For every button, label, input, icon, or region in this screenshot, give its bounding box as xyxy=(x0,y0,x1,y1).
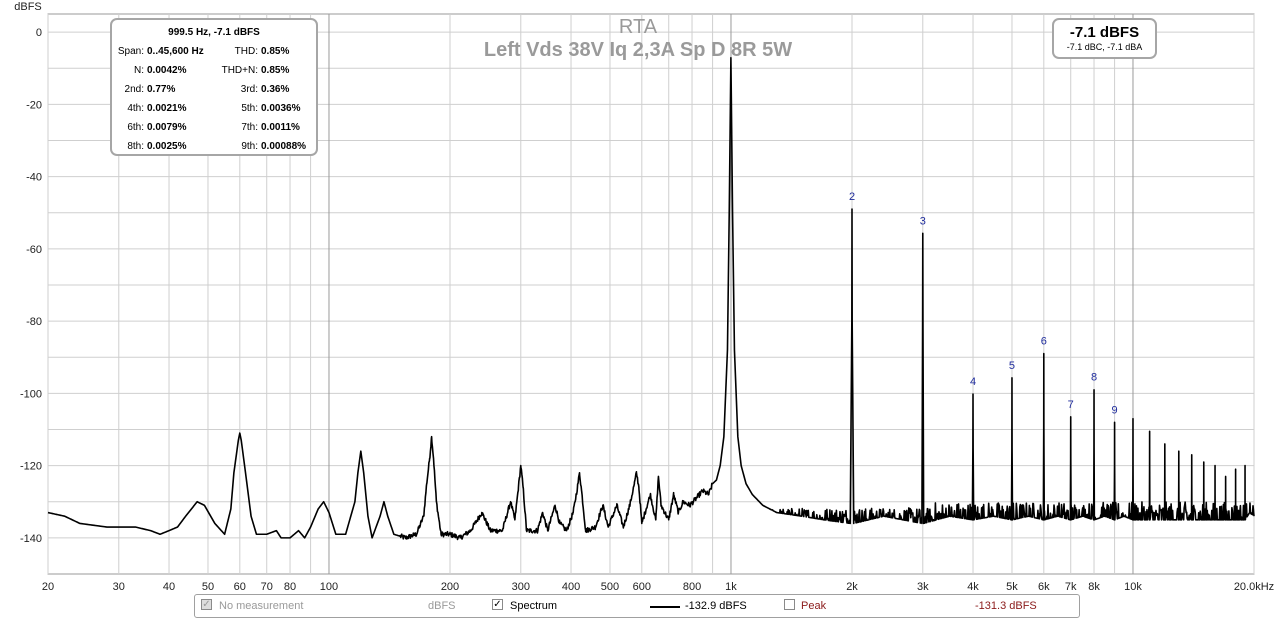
harmonic-label: 4 xyxy=(970,376,976,388)
spectrum-swatch xyxy=(650,606,680,608)
level-main: -7.1 dBFS xyxy=(1069,24,1140,41)
y-tick-label: -80 xyxy=(26,316,42,328)
stat-label: Span: xyxy=(117,46,144,57)
stat-label: THD+N: xyxy=(221,65,258,76)
x-tick-label: 200 xyxy=(441,581,459,593)
peak-label: Peak xyxy=(801,600,827,612)
x-tick-label: 600 xyxy=(633,581,651,593)
harmonic-label: 5 xyxy=(1009,360,1015,372)
x-tick-label: 60 xyxy=(234,581,246,593)
stat-label: 4th: xyxy=(127,103,144,114)
stat-label: 2nd: xyxy=(124,84,144,95)
harmonic-label: 2 xyxy=(849,191,855,203)
x-tick-label: 800 xyxy=(683,581,701,593)
x-tick-label: 8k xyxy=(1088,581,1100,593)
x-tick-label: 3k xyxy=(917,581,929,593)
chart-subtitle: Left Vds 38V Iq 2,3A Sp D 8R 5W xyxy=(484,39,792,61)
no-measurement-checkbox[interactable]: ✓ xyxy=(201,599,212,610)
x-tick-label: 70 xyxy=(261,581,273,593)
stat-left-0: Span: 0..45,600 Hz xyxy=(112,46,204,57)
x-tick-label: 5k xyxy=(1006,581,1018,593)
harmonic-labels: 2 3 4 5 6 7 8 9 xyxy=(849,191,1118,416)
no-measurement-unit: dBFS xyxy=(428,600,456,612)
harmonic-label: 7 xyxy=(1068,399,1074,411)
stat-right-0: THD: 0.85% xyxy=(212,46,290,57)
x-tick-label: 4k xyxy=(967,581,979,593)
x-tick-label: 300 xyxy=(512,581,530,593)
stat-left-1: N: 0.0042% xyxy=(112,65,186,76)
x-tick-label: 400 xyxy=(562,581,580,593)
stat-value: 0.36% xyxy=(261,84,290,95)
y-axis-label: dBFS xyxy=(14,1,42,13)
x-tick-label: 20 xyxy=(42,581,54,593)
stat-value: 0.0042% xyxy=(147,65,187,76)
stat-label: 9th: xyxy=(241,141,258,152)
y-tick-label: -120 xyxy=(20,461,42,473)
stat-value: 0.77% xyxy=(147,84,176,95)
spectrum-value: -132.9 dBFS xyxy=(685,600,747,612)
stat-label: N: xyxy=(134,65,144,76)
legend-bar: ✓ No measurement dBFS ✓ Spectrum -132.9 … xyxy=(194,594,1080,618)
harmonic-label: 9 xyxy=(1112,404,1118,416)
stat-label: 3rd: xyxy=(240,84,258,95)
stat-right-5: 9th: 0.00088% xyxy=(212,141,306,152)
x-tick-label: 100 xyxy=(320,581,338,593)
y-tick-label: -140 xyxy=(20,533,42,545)
spectrum-line xyxy=(47,56,1255,541)
chart-title: RTA xyxy=(619,16,658,38)
level-sub: -7.1 dBC, -7.1 dBA xyxy=(1066,42,1143,52)
stat-label: THD: xyxy=(234,46,258,57)
y-tick-label: -40 xyxy=(26,172,42,184)
stat-right-4: 7th: 0.0011% xyxy=(212,122,300,133)
stat-right-3: 5th: 0.0036% xyxy=(212,103,300,114)
x-tick-label: 1k xyxy=(725,581,737,593)
stat-label: 6th: xyxy=(127,122,144,133)
thd-stats-panel: 999.5 Hz, -7.1 dBFS Span: 0..45,600 Hz N: 0… xyxy=(110,18,318,156)
stat-value: 0.00088% xyxy=(261,141,307,152)
stat-value: 0.0025% xyxy=(147,141,187,152)
axis-ticks: 0 -20 -40 -60 -80 -100 -120 -140 20 30 40 50 60 70 80 1… xyxy=(20,27,1274,593)
x-tick-label: 20.0kHz xyxy=(1234,581,1274,593)
peak-checkbox[interactable] xyxy=(784,599,795,610)
stat-value: 0.0021% xyxy=(147,103,187,114)
x-tick-label: 10k xyxy=(1124,581,1142,593)
x-tick-label: 50 xyxy=(202,581,214,593)
stat-right-2: 3rd: 0.36% xyxy=(212,84,290,95)
stat-value: 0.0079% xyxy=(147,122,187,133)
stat-left-2: 2nd: 0.77% xyxy=(112,84,176,95)
x-tick-label: 2k xyxy=(846,581,858,593)
y-tick-label: -60 xyxy=(26,244,42,256)
stat-left-5: 8th: 0.0025% xyxy=(112,141,186,152)
x-tick-label: 6k xyxy=(1038,581,1050,593)
stat-value: 0.0011% xyxy=(261,122,300,133)
y-tick-label: -100 xyxy=(20,388,42,400)
stat-right-1: THD+N: 0.85% xyxy=(212,65,290,76)
y-tick-label: -20 xyxy=(26,99,42,111)
stat-value: 0.0036% xyxy=(261,103,301,114)
peak-value: -131.3 dBFS xyxy=(975,600,1037,612)
harmonic-label: 3 xyxy=(920,215,926,227)
stat-value: 0.85% xyxy=(261,65,290,76)
x-tick-label: 80 xyxy=(284,581,296,593)
x-tick-label: 40 xyxy=(163,581,175,593)
x-tick-label: 30 xyxy=(113,581,125,593)
stat-value: 0.85% xyxy=(261,46,290,57)
spectrum-label: Spectrum xyxy=(510,600,558,612)
series-group xyxy=(47,56,1255,541)
stat-value: 0..45,600 Hz xyxy=(147,46,204,57)
stat-label: 7th: xyxy=(241,122,258,133)
harmonic-label: 8 xyxy=(1091,372,1097,384)
x-tick-label: 500 xyxy=(601,581,619,593)
stats-header: 999.5 Hz, -7.1 dBFS xyxy=(168,27,260,38)
harmonic-label: 6 xyxy=(1041,336,1047,348)
y-tick-label: 0 xyxy=(36,27,42,39)
level-readout: -7.1 dBFS -7.1 dBC, -7.1 dBA xyxy=(1052,18,1157,59)
no-measurement-label: No measurement xyxy=(219,600,304,612)
x-tick-label: 7k xyxy=(1065,581,1077,593)
stat-label: 5th: xyxy=(241,103,258,114)
spectrum-checkbox[interactable]: ✓ xyxy=(492,599,503,610)
stat-label: 8th: xyxy=(127,141,144,152)
stat-left-4: 6th: 0.0079% xyxy=(112,122,186,133)
stat-left-3: 4th: 0.0021% xyxy=(112,103,186,114)
